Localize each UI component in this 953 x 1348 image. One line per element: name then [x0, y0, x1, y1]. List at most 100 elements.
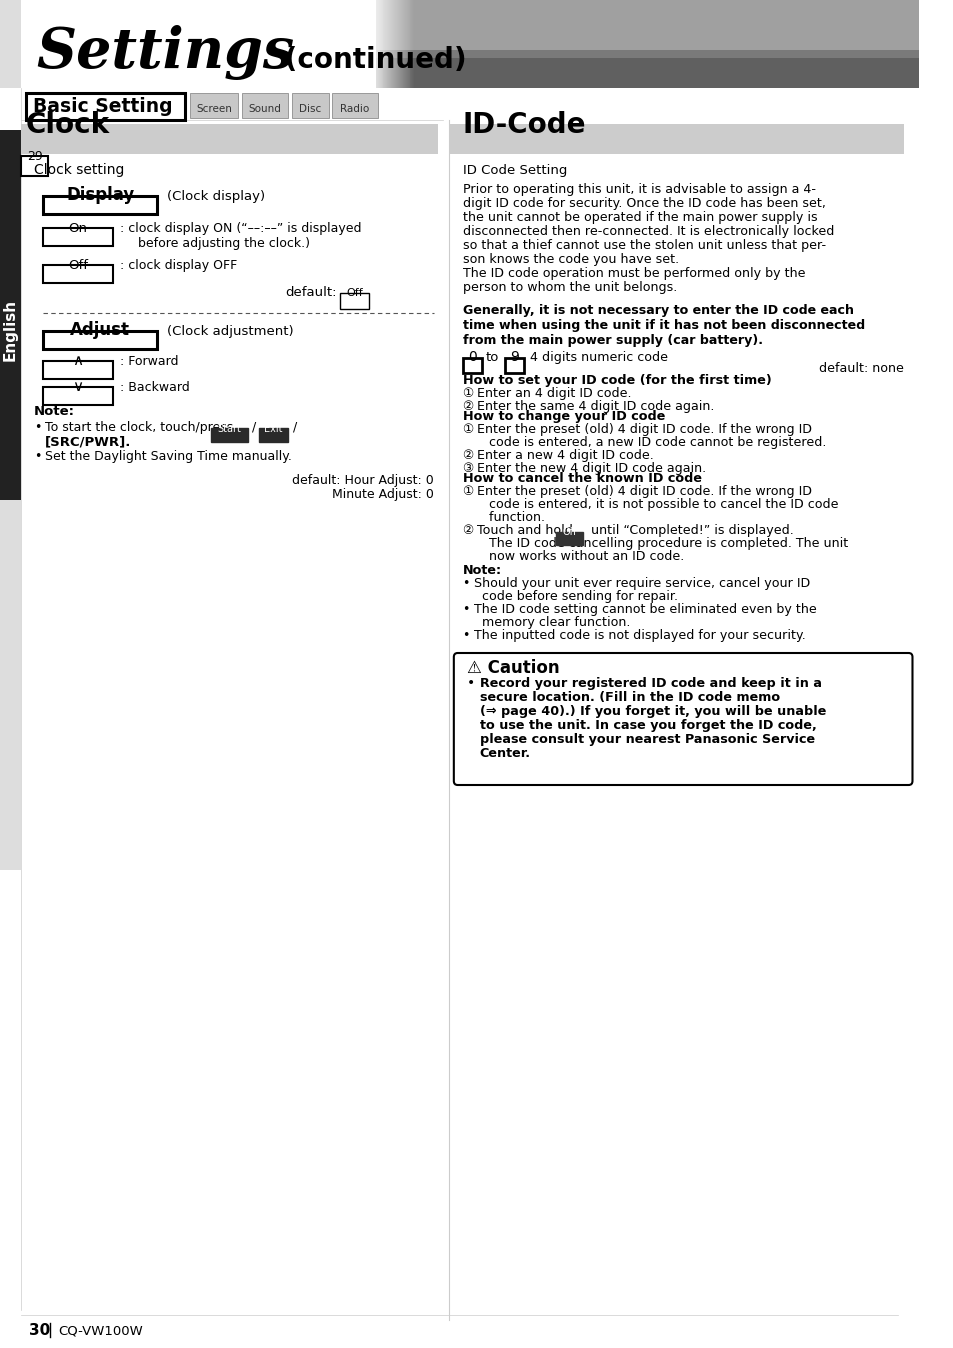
Text: (Clock display): (Clock display): [167, 190, 265, 204]
Bar: [394, 0, 395, 88]
Bar: [411, 0, 412, 88]
Bar: [412, 0, 413, 88]
Text: Touch and hold: Touch and hold: [476, 524, 577, 537]
Bar: [382, 0, 383, 88]
Bar: [259, 429, 288, 442]
Text: English: English: [3, 299, 18, 361]
Bar: [404, 0, 405, 88]
Text: : Backward: : Backward: [120, 381, 190, 394]
Text: memory clear function.: memory clear function.: [474, 616, 630, 630]
Bar: [406, 0, 407, 88]
Text: before adjusting the clock.): before adjusting the clock.): [137, 237, 310, 249]
Bar: [386, 0, 387, 88]
Text: How to cancel the known ID code: How to cancel the known ID code: [462, 472, 700, 485]
Text: The inputted code is not displayed for your security.: The inputted code is not displayed for y…: [474, 630, 805, 642]
Text: now works without an ID code.: now works without an ID code.: [476, 550, 683, 563]
Text: Enter a new 4 digit ID code.: Enter a new 4 digit ID code.: [476, 449, 653, 462]
Text: Minute Adjust: 0: Minute Adjust: 0: [332, 488, 434, 501]
Text: How to set your ID code (for the first time): How to set your ID code (for the first t…: [462, 373, 770, 387]
Bar: [242, 93, 288, 119]
Bar: [385, 0, 386, 88]
Text: On: On: [69, 222, 88, 235]
Text: 0: 0: [467, 350, 476, 364]
Text: Off: Off: [346, 288, 362, 298]
Bar: [379, 0, 380, 88]
Bar: [0, 129, 21, 500]
Text: to: to: [485, 350, 498, 364]
Text: function.: function.: [476, 511, 544, 524]
Bar: [375, 58, 919, 88]
Bar: [375, 0, 919, 88]
Text: [SRC/PWR].: [SRC/PWR].: [45, 435, 132, 448]
FancyBboxPatch shape: [454, 652, 911, 785]
Bar: [398, 0, 399, 88]
Text: How to change your ID code: How to change your ID code: [462, 410, 664, 423]
Text: 29: 29: [27, 150, 43, 163]
Bar: [401, 0, 402, 88]
Bar: [190, 93, 237, 119]
Text: secure location. (Fill in the ID code memo: secure location. (Fill in the ID code me…: [479, 692, 780, 704]
Text: Off: Off: [68, 259, 88, 272]
Bar: [391, 0, 392, 88]
Bar: [380, 0, 381, 88]
Text: •: •: [462, 577, 470, 590]
Bar: [392, 0, 393, 88]
Text: from the main power supply (car battery).: from the main power supply (car battery)…: [462, 334, 761, 346]
Text: digit ID code for security. Once the ID code has been set,: digit ID code for security. Once the ID …: [462, 197, 824, 210]
Text: Screen: Screen: [195, 104, 232, 115]
Bar: [405, 0, 406, 88]
Text: son knows the code you have set.: son knows the code you have set.: [462, 253, 678, 266]
Bar: [384, 0, 385, 88]
Text: default:: default:: [286, 286, 337, 299]
Text: Should your unit ever require service, cancel your ID: Should your unit ever require service, c…: [474, 577, 809, 590]
Bar: [43, 266, 112, 283]
Text: Enter the preset (old) 4 digit ID code. If the wrong ID: Enter the preset (old) 4 digit ID code. …: [476, 485, 811, 497]
Bar: [390, 0, 391, 88]
Text: : clock display OFF: : clock display OFF: [120, 259, 237, 272]
Text: so that a thief cannot use the stolen unit unless that per-: so that a thief cannot use the stolen un…: [462, 239, 824, 252]
Text: Enter the new 4 digit ID code again.: Enter the new 4 digit ID code again.: [476, 462, 705, 474]
Text: ∨: ∨: [72, 379, 84, 394]
Text: until “Completed!” is displayed.: until “Completed!” is displayed.: [586, 524, 793, 537]
Text: •: •: [462, 603, 470, 616]
Bar: [407, 0, 408, 88]
Bar: [0, 0, 919, 88]
Text: default: Hour Adjust: 0: default: Hour Adjust: 0: [292, 474, 434, 487]
Text: ①: ①: [462, 485, 474, 497]
Text: Adjust: Adjust: [71, 321, 130, 338]
Bar: [409, 0, 410, 88]
Bar: [504, 359, 523, 373]
Text: ②: ②: [462, 449, 474, 462]
Text: Prior to operating this unit, it is advisable to assign a 4-: Prior to operating this unit, it is advi…: [462, 183, 815, 195]
Bar: [340, 293, 369, 309]
Text: Exit: Exit: [264, 425, 283, 434]
Bar: [381, 0, 382, 88]
Text: code is entered, it is not possible to cancel the ID code: code is entered, it is not possible to c…: [476, 497, 838, 511]
Text: default: none: default: none: [818, 363, 902, 375]
Text: Enter the same 4 digit ID code again.: Enter the same 4 digit ID code again.: [476, 400, 714, 412]
Text: please consult your nearest Panasonic Service: please consult your nearest Panasonic Se…: [479, 733, 814, 745]
Text: ①: ①: [462, 387, 474, 400]
Bar: [378, 0, 379, 88]
Bar: [375, 0, 376, 88]
Text: : clock display ON (“––:––” is displayed: : clock display ON (“––:––” is displayed: [120, 222, 361, 235]
Text: •: •: [33, 421, 41, 434]
Bar: [403, 0, 404, 88]
Bar: [413, 0, 414, 88]
Bar: [26, 93, 185, 120]
Text: Disc: Disc: [299, 104, 321, 115]
Text: Note:: Note:: [33, 404, 74, 418]
Text: Settings: Settings: [36, 26, 294, 80]
Bar: [399, 0, 400, 88]
Bar: [21, 156, 49, 177]
Text: To start the clock, touch/press: To start the clock, touch/press: [45, 421, 233, 434]
Text: •: •: [33, 450, 41, 462]
Text: person to whom the unit belongs.: person to whom the unit belongs.: [462, 280, 676, 294]
Text: /: /: [293, 421, 296, 434]
Text: Note:: Note:: [462, 563, 501, 577]
Text: The ID code cancelling procedure is completed. The unit: The ID code cancelling procedure is comp…: [476, 537, 847, 550]
Bar: [375, 0, 919, 50]
Text: : Forward: : Forward: [120, 355, 179, 368]
Bar: [376, 0, 377, 88]
Text: Clock: Clock: [26, 111, 110, 139]
